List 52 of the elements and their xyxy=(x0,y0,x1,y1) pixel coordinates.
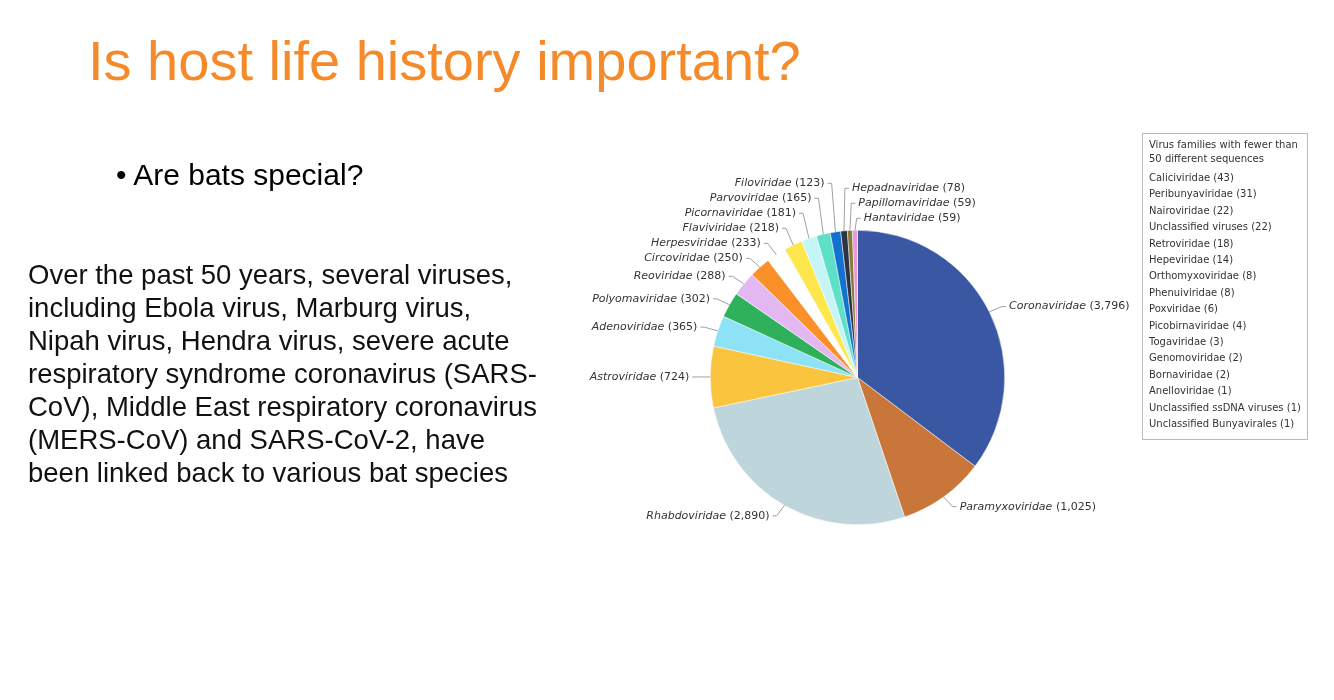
slice-label: Rhabdoviridae xyxy=(646,508,727,522)
data-label: (250) xyxy=(709,251,743,265)
data-label: (365) xyxy=(664,320,698,334)
text: Over the past 50 years, several viruses, including Ebola virus, Marburg virus, Nipah virus, Hendra virus, severe acute respiratory syndrome coronavirus (SARS-CoV), Middle East respiratory coronavirus (MERS-CoV) and SARS-CoV-2, have been linked back to various bat species xyxy=(28,258,538,489)
text: Unclassified viruses (22) xyxy=(1149,220,1273,235)
text: Picobirnaviridae (4) xyxy=(1149,318,1248,333)
slice-label: Polyomaviridae xyxy=(592,291,678,305)
slice-label: Hepadnaviridae xyxy=(851,181,940,195)
data-label: (218) xyxy=(745,221,779,235)
data-label: (59) xyxy=(949,196,976,210)
chart-title: Is host life history important? xyxy=(88,28,801,93)
data-label: (59) xyxy=(934,211,961,225)
data-label: (288) xyxy=(692,269,726,283)
slice-label: Paramyxoviridae xyxy=(959,499,1053,513)
slice-label: Parvoviridae xyxy=(709,191,779,205)
text: Peribunyaviridae (31) xyxy=(1149,187,1258,202)
text: Retroviridae (18) xyxy=(1149,236,1235,251)
slice-label: Filoviridae xyxy=(734,176,792,190)
slice-label: Hantaviridae xyxy=(863,211,935,225)
data-label: (123) xyxy=(791,176,825,190)
text: Unclassified ssDNA viruses (1) xyxy=(1149,400,1301,415)
text: Unclassified Bunyavirales (1) xyxy=(1149,417,1296,432)
slice-label: Adenoviridae xyxy=(590,320,665,334)
slice-label: Flaviviridae xyxy=(682,221,747,235)
text: Bornaviridae (2) xyxy=(1149,367,1231,382)
text: Virus families with fewer than 50 different sequences xyxy=(1149,138,1299,166)
slice-label: Herpesviridae xyxy=(650,236,728,250)
slice-label: Picornaviridae xyxy=(684,206,764,220)
text: Nairoviridae (22) xyxy=(1149,203,1235,218)
text: Togaviridae (3) xyxy=(1149,335,1225,350)
text: Phenuiviridae (8) xyxy=(1149,285,1236,300)
slice-label: Astroviridae xyxy=(588,369,657,383)
text: Caliciviridae (43) xyxy=(1149,171,1235,185)
data-label: (181) xyxy=(762,206,797,220)
data-label: (233) xyxy=(727,236,761,250)
slice-label: Coronaviridae xyxy=(1009,299,1087,313)
data-label: (1,025) xyxy=(1052,499,1096,513)
text: Poxviridae (6) xyxy=(1149,302,1219,317)
data-label: (302) xyxy=(676,291,711,305)
data-label: (724) xyxy=(656,369,690,383)
text: Hepeviridae (14) xyxy=(1149,253,1235,268)
text: Orthomyxoviridae (8) xyxy=(1149,269,1258,284)
data-label: (2,890) xyxy=(725,508,770,522)
data-label: (3,796) xyxy=(1086,299,1130,313)
slice-label: Papillomaviridae xyxy=(858,196,950,210)
data-label: (165) xyxy=(778,191,812,205)
slice-label: Circoviridae xyxy=(644,251,711,265)
text: Genomoviridae (2) xyxy=(1149,351,1244,366)
slice-label: Reoviridae xyxy=(633,269,693,283)
text: Anelloviridae (1) xyxy=(1149,384,1233,399)
data-label: (78) xyxy=(939,181,966,195)
text: • Are bats special? xyxy=(116,158,364,192)
